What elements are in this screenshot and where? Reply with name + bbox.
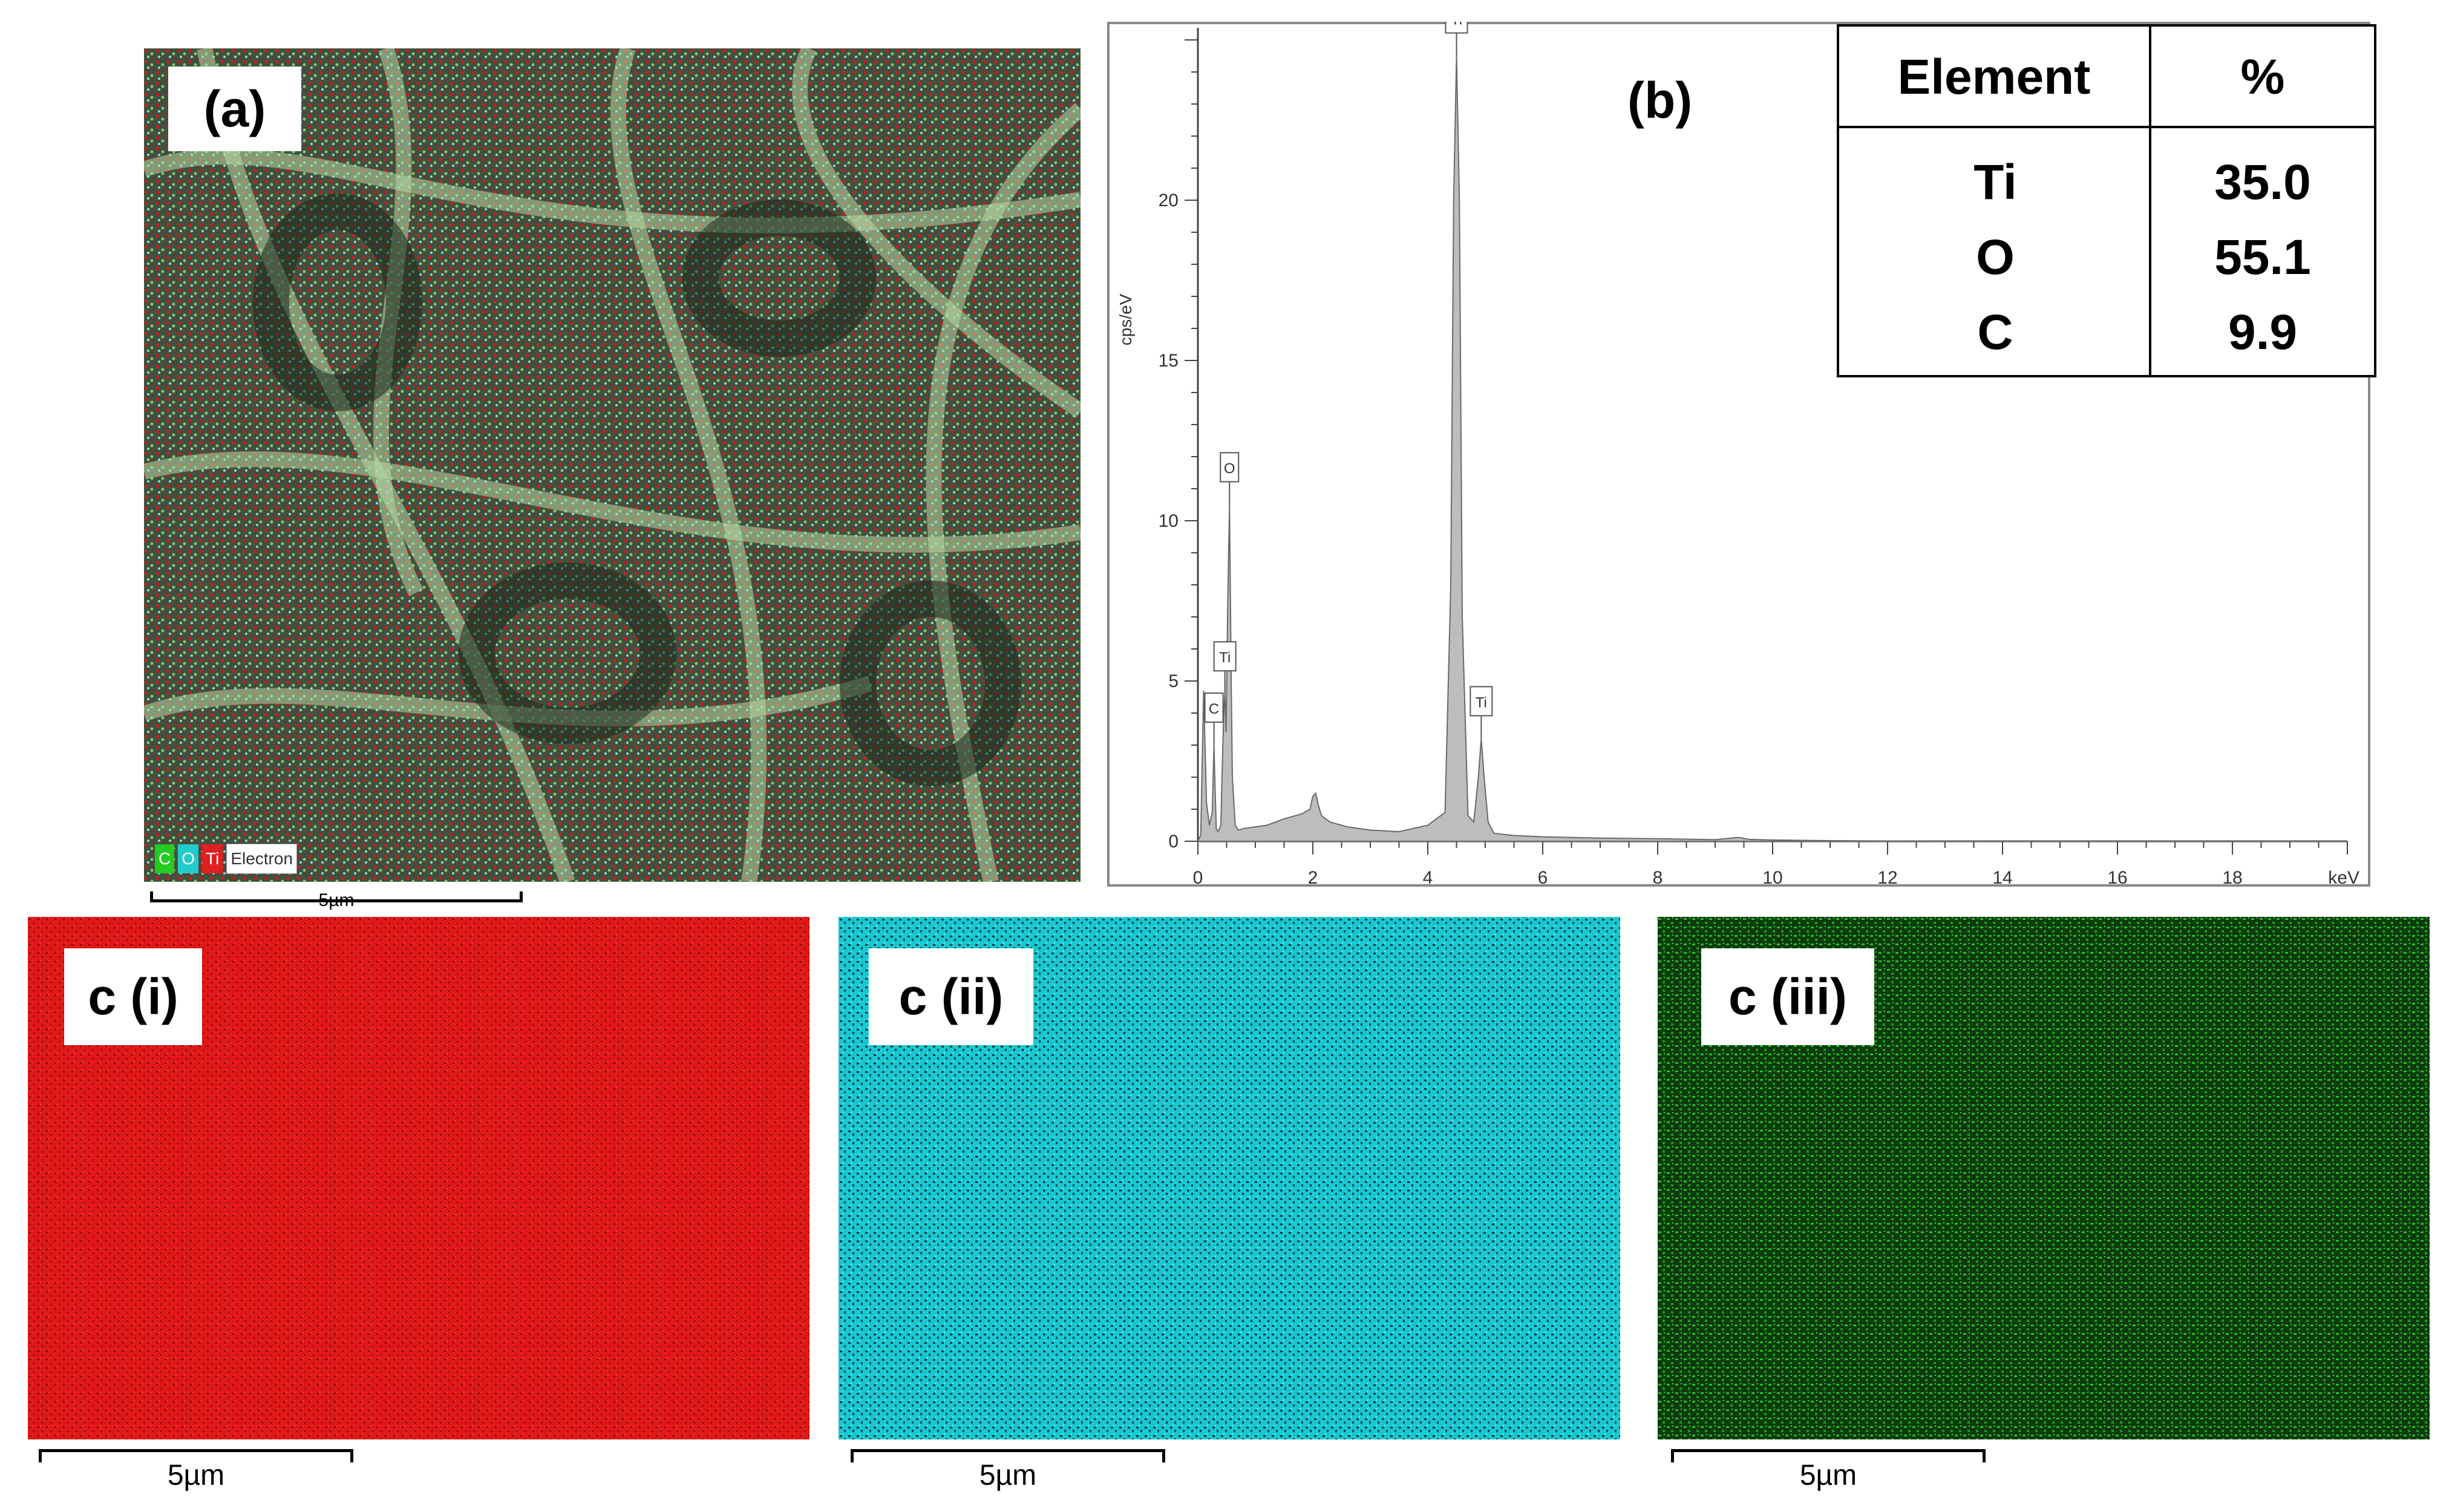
- x-tick-label: 2: [1308, 868, 1318, 887]
- element-legend: C O Ti Electron: [155, 843, 298, 875]
- panel-c3-label: c (iii): [1701, 948, 1874, 1045]
- x-tick-label: 10: [1762, 868, 1782, 887]
- scalebar-c3-label: 5µm: [1799, 1459, 1857, 1491]
- scalebar-c2-label: 5µm: [979, 1459, 1037, 1491]
- sem-overlay-image: [144, 48, 1081, 882]
- eds-spectrum-chart: 0 2 4 6 8 10 12 14 16 18 keV 0 5 10 15 20 cps/eV C Ti O Ti Ti: [1116, 22, 2359, 887]
- x-tick-label: 8: [1653, 868, 1663, 887]
- scalebar-a: [150, 891, 523, 902]
- x-tick-label: 4: [1423, 868, 1433, 887]
- row-percent: 9.9: [2228, 305, 2297, 360]
- peak-label: Ti: [1451, 22, 1462, 28]
- sem-fiber-texture: [144, 48, 1081, 882]
- peak-label-box: [1220, 452, 1240, 483]
- x-tick-label: 16: [2107, 868, 2127, 887]
- panel-b-label: (b): [1627, 72, 1693, 129]
- legend-ti: Ti: [202, 844, 223, 873]
- table-row: O 55.1: [1839, 220, 2374, 295]
- peak-label-box: [1204, 692, 1224, 723]
- scalebar-a-label: 5µm: [318, 890, 355, 910]
- x-tick-label: 6: [1538, 868, 1548, 887]
- x-axis-label: keV: [2328, 868, 2359, 887]
- x-tick-label: 14: [1992, 868, 2012, 887]
- y-tick-label: 15: [1159, 351, 1179, 371]
- y-tick-label: 5: [1168, 671, 1179, 691]
- panel-c1-label: c (i): [64, 948, 202, 1045]
- peak-label-box: [1470, 686, 1493, 717]
- peak-label: O: [1224, 461, 1235, 477]
- composition-table: Element % Ti 35.0 O 55.1 C 9.9: [1837, 24, 2376, 377]
- peak-label: Ti: [1219, 650, 1231, 666]
- row-element: O: [1976, 230, 2015, 285]
- table-header-row: Element %: [1839, 27, 2374, 128]
- x-tick-label: 12: [1877, 868, 1897, 887]
- y-axis-label: cps/eV: [1116, 293, 1135, 345]
- peak-label-box: [1445, 22, 1468, 34]
- row-element: Ti: [1973, 155, 2017, 210]
- header-element: Element: [1839, 27, 2151, 128]
- y-tick-label: 0: [1168, 832, 1179, 852]
- legend-o: O: [178, 844, 199, 873]
- panel-a-label: (a): [168, 67, 301, 151]
- header-percent: %: [2240, 50, 2285, 105]
- panel-c2-label: c (ii): [869, 948, 1033, 1045]
- scalebar-c3: [1671, 1449, 1986, 1462]
- spectrum-series: [1197, 56, 2347, 842]
- scalebar-c1-label: 5µm: [167, 1459, 225, 1491]
- x-tick-label: 0: [1193, 868, 1203, 887]
- row-percent: 55.1: [2214, 230, 2311, 285]
- peak-label: C: [1209, 701, 1219, 717]
- row-element: C: [1977, 305, 2013, 360]
- y-tick-label: 10: [1159, 511, 1179, 531]
- peak-label: Ti: [1476, 694, 1487, 711]
- row-percent: 35.0: [2214, 155, 2311, 210]
- legend-c: C: [155, 844, 175, 873]
- legend-electron: Electron: [226, 844, 298, 874]
- scalebar-c2: [851, 1449, 1165, 1462]
- scalebar-c1: [39, 1449, 353, 1462]
- table-row: Ti 35.0: [1839, 145, 2374, 220]
- peak-label-box: [1213, 641, 1237, 672]
- table-row: C 9.9: [1839, 295, 2374, 370]
- x-tick-label: 18: [2222, 868, 2242, 887]
- y-tick-label: 20: [1159, 191, 1179, 210]
